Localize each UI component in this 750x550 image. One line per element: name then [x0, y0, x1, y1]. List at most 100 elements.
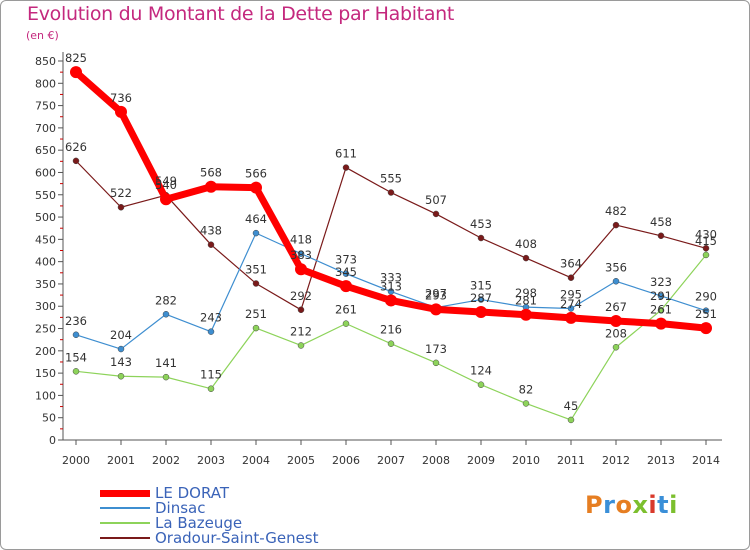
legend-label: LE DORAT [155, 484, 230, 502]
data-point [432, 359, 440, 367]
data-point [115, 105, 127, 118]
legend-swatch [100, 490, 150, 497]
y-tick-label: 450 [35, 233, 56, 246]
data-label: 282 [155, 293, 177, 307]
data-point [207, 385, 215, 392]
data-label: 825 [65, 51, 87, 65]
data-label: 143 [110, 355, 132, 369]
y-tick-label: 800 [35, 77, 56, 90]
data-point [72, 368, 80, 375]
y-tick-label: 100 [35, 389, 56, 402]
data-point [340, 280, 352, 293]
data-point [72, 331, 80, 339]
data-point [72, 157, 80, 165]
data-label: 287 [470, 291, 492, 305]
logo-letter: t [657, 491, 670, 519]
data-point [702, 307, 710, 314]
x-tick-label: 2014 [692, 454, 720, 467]
data-label: 549 [155, 174, 177, 188]
data-label: 351 [245, 262, 267, 276]
data-label: 173 [425, 342, 447, 356]
data-label: 415 [695, 234, 717, 248]
data-point [297, 250, 305, 257]
data-label: 555 [380, 172, 402, 186]
data-label: 267 [605, 300, 627, 314]
y-tick-label: 250 [35, 323, 56, 336]
data-label: 736 [110, 91, 132, 105]
logo-letter: o [615, 491, 633, 519]
data-point [432, 210, 440, 218]
data-label: 418 [290, 233, 312, 247]
data-label: 251 [245, 307, 267, 321]
data-label: 333 [380, 271, 402, 285]
x-tick-label: 2006 [332, 454, 360, 467]
data-label: 453 [470, 217, 492, 231]
y-tick-label: 500 [35, 211, 56, 224]
data-point [117, 203, 125, 211]
data-point [477, 381, 485, 388]
y-tick-label: 300 [35, 300, 56, 313]
data-point [430, 303, 442, 316]
data-point [567, 416, 575, 424]
y-tick-label: 0 [49, 434, 56, 447]
data-point [70, 66, 82, 79]
data-label: 208 [605, 326, 627, 340]
chart-title: Evolution du Montant de la Dette par Hab… [27, 3, 455, 25]
data-point [612, 278, 620, 285]
data-point [477, 234, 485, 242]
legend-swatch [100, 522, 150, 524]
data-point [610, 314, 622, 327]
data-label: 458 [650, 215, 672, 229]
legend-swatch [100, 507, 150, 509]
data-point [207, 241, 215, 248]
data-label: 626 [65, 140, 87, 154]
y-tick-label: 350 [35, 278, 56, 291]
data-point [342, 270, 350, 277]
data-point [160, 193, 172, 206]
x-tick-label: 2011 [557, 454, 585, 467]
data-label: 408 [515, 237, 537, 251]
data-label: 345 [335, 265, 357, 279]
x-tick-label: 2008 [422, 454, 450, 467]
data-label: 430 [695, 227, 717, 241]
data-label: 568 [200, 166, 222, 180]
data-point [387, 189, 395, 196]
data-point [567, 305, 575, 312]
data-point [612, 221, 620, 229]
legend-swatch [100, 537, 150, 539]
data-label: 204 [110, 328, 132, 342]
data-label: 261 [335, 303, 357, 317]
data-point [475, 306, 487, 319]
data-label: 243 [200, 311, 222, 325]
x-tick-label: 2000 [62, 454, 90, 467]
data-label: 290 [695, 290, 717, 304]
data-point [252, 324, 260, 332]
data-label: 611 [335, 147, 357, 161]
data-label: 295 [560, 287, 582, 301]
data-label: 281 [515, 294, 537, 308]
data-label: 261 [650, 303, 672, 317]
proxiti-logo: Proxiti [585, 491, 678, 519]
data-label: 236 [65, 314, 87, 328]
data-point [702, 251, 710, 259]
logo-letter: i [669, 491, 678, 519]
legend-label: Oradour-Saint-Genest [155, 529, 319, 547]
logo-letter: i [648, 491, 658, 519]
data-label: 364 [560, 257, 582, 271]
x-tick-label: 2013 [647, 454, 675, 467]
data-label: 383 [290, 248, 312, 262]
data-point [295, 263, 307, 276]
y-tick-label: 550 [35, 189, 56, 202]
data-label: 507 [425, 193, 447, 207]
x-tick-label: 2003 [197, 454, 225, 467]
data-label: 251 [695, 307, 717, 321]
data-label: 216 [380, 323, 402, 337]
data-point [162, 311, 170, 318]
y-tick-label: 400 [35, 256, 56, 269]
data-label: 313 [380, 279, 402, 293]
data-point [117, 372, 125, 380]
data-label: 356 [605, 260, 627, 274]
data-label: 297 [425, 287, 447, 301]
data-label: 291 [650, 289, 672, 303]
